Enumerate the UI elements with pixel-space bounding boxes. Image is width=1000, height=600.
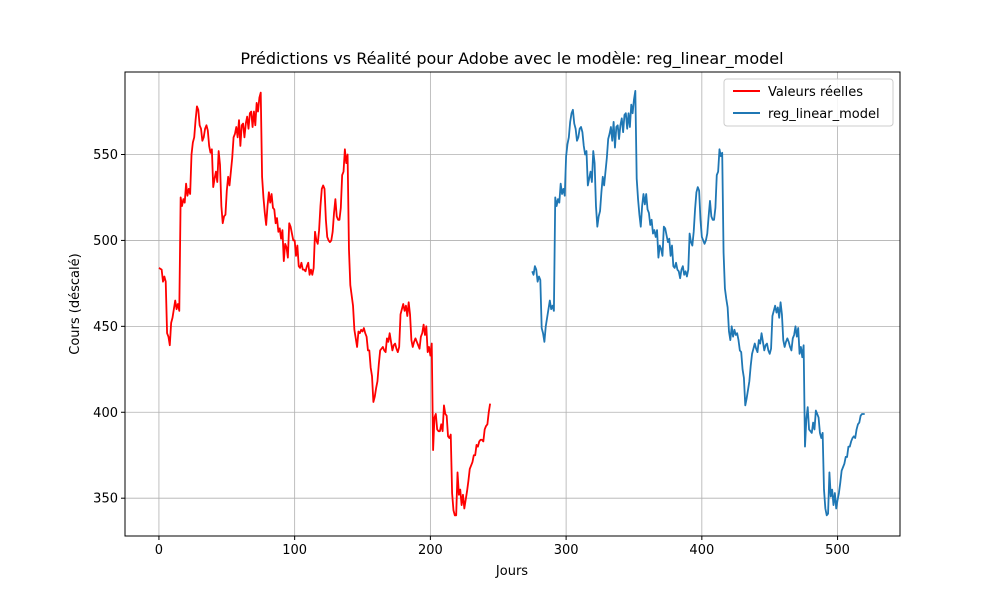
series-line-0 xyxy=(158,91,491,517)
x-axis-ticks: 0 100 200 300 400 500 xyxy=(155,536,850,558)
x-tick-label-300: 300 xyxy=(554,543,579,558)
plot-frame xyxy=(124,71,901,537)
legend-label-valeurs-reelles: Valeurs réelles xyxy=(768,85,863,100)
chart-title: Prédictions vs Réalité pour Adobe avec l… xyxy=(240,49,783,69)
y-tick-label-400: 400 xyxy=(93,406,118,421)
y-tick-label-350: 350 xyxy=(93,492,118,507)
x-tick-label-400: 400 xyxy=(689,543,714,558)
y-tick-label-500: 500 xyxy=(93,234,118,249)
grid xyxy=(125,72,900,536)
legend-box xyxy=(723,78,894,127)
series-line-1 xyxy=(531,90,865,517)
y-tick-label-450: 450 xyxy=(93,320,118,335)
x-tick-label-100: 100 xyxy=(282,543,307,558)
legend: Valeurs réelles reg_linear_model xyxy=(723,78,894,127)
x-tick-label-0: 0 xyxy=(155,543,163,558)
series-layer xyxy=(158,90,865,517)
x-axis-label: Jours xyxy=(495,564,528,579)
y-tick-label-550: 550 xyxy=(93,148,118,163)
y-axis-label: Cours (déscalé) xyxy=(68,253,83,354)
legend-label-reg-linear-model: reg_linear_model xyxy=(768,107,880,122)
x-tick-label-500: 500 xyxy=(825,543,850,558)
y-axis-ticks: 350 400 450 500 550 xyxy=(93,148,125,507)
x-tick-label-200: 200 xyxy=(418,543,443,558)
